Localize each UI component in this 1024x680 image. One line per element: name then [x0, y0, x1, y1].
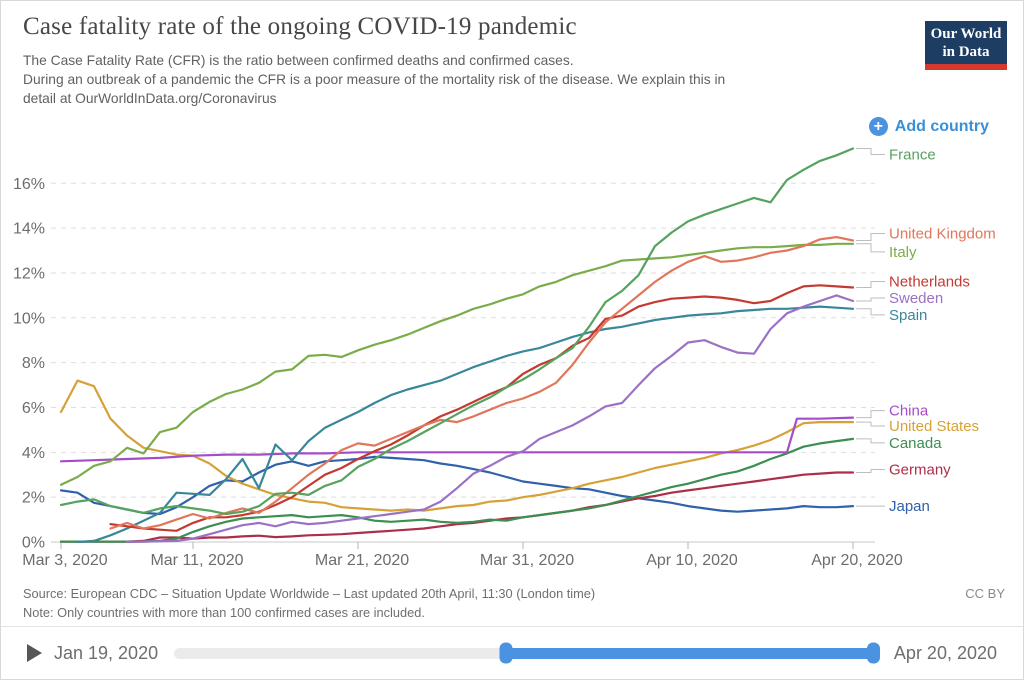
license-badge[interactable]: CC BY [965, 586, 1005, 601]
timeline-end-handle[interactable] [866, 642, 880, 664]
timeline-control: Jan 19, 2020 Apr 20, 2020 [1, 626, 1023, 679]
series-label-china[interactable]: China [889, 403, 929, 420]
label-connector [856, 438, 885, 444]
play-button[interactable] [27, 644, 42, 662]
source-note: Source: European CDC – Situation Update … [23, 584, 595, 622]
label-connector [856, 468, 885, 473]
series-label-spain[interactable]: Spain [889, 307, 927, 324]
y-axis-label: 16% [13, 176, 45, 193]
timeline-start-handle[interactable] [499, 642, 513, 664]
timeline-track[interactable] [174, 642, 880, 664]
add-country-button[interactable]: + Add country [868, 117, 989, 136]
y-axis-label: 10% [13, 310, 45, 327]
series-label-france[interactable]: France [889, 147, 936, 164]
x-axis-label: Apr 20, 2020 [811, 552, 903, 569]
series-label-sweden[interactable]: Sweden [889, 290, 943, 307]
coronavirus-link[interactable]: OurWorldInData.org/Coronavirus [75, 91, 277, 106]
y-axis-label: 0% [22, 535, 45, 552]
series-line-netherlands[interactable] [109, 284, 855, 532]
series-label-netherlands[interactable]: Netherlands [889, 274, 970, 291]
x-axis-label: Apr 10, 2020 [646, 552, 738, 569]
chart-subtitle: The Case Fatality Rate (CFR) is the rati… [23, 51, 725, 108]
x-axis-label: Mar 3, 2020 [22, 552, 107, 569]
x-axis-label: Mar 21, 2020 [315, 552, 409, 569]
subtitle-line-1: The Case Fatality Rate (CFR) is the rati… [23, 53, 574, 68]
label-connector [856, 308, 885, 316]
plus-icon: + [868, 117, 888, 136]
series-label-germany[interactable]: Germany [889, 461, 951, 478]
y-axis-label: 4% [22, 445, 45, 462]
series-line-united-states[interactable] [59, 379, 855, 512]
page-title: Case fatality rate of the ongoing COVID-… [23, 13, 577, 40]
series-label-united-states[interactable]: United States [889, 418, 979, 435]
y-axis-label: 2% [22, 490, 45, 507]
source-line: Source: European CDC – Situation Update … [23, 586, 596, 601]
label-connector [856, 421, 885, 427]
series-line-canada[interactable] [59, 437, 855, 543]
label-connector [856, 243, 885, 253]
series-label-italy[interactable]: Italy [889, 244, 917, 261]
y-axis-label: 12% [13, 265, 45, 282]
series-line-sweden[interactable] [125, 294, 855, 544]
subtitle-line-2: During an outbreak of a pandemic the CFR… [23, 72, 726, 87]
y-axis-label: 14% [13, 221, 45, 238]
timeline-start-date: Jan 19, 2020 [54, 642, 159, 663]
label-connector [856, 232, 885, 241]
label-connector [856, 281, 885, 288]
owid-logo-text: Our World in Data [925, 21, 1007, 64]
label-connector [856, 410, 885, 419]
x-axis-label: Mar 31, 2020 [480, 552, 574, 569]
x-axis-label: Mar 11, 2020 [150, 552, 243, 569]
y-axis-label: 6% [22, 400, 45, 417]
series-line-france[interactable] [59, 147, 855, 516]
timeline-end-date: Apr 20, 2020 [893, 642, 997, 663]
series-line-china[interactable] [59, 416, 855, 463]
owid-logo[interactable]: Our World in Data [925, 21, 1007, 70]
series-line-italy[interactable] [59, 242, 855, 486]
series-line-spain[interactable] [76, 305, 855, 544]
add-country-label: Add country [894, 117, 989, 135]
note-line: Note: Only countries with more than 100 … [23, 605, 425, 620]
y-axis-label: 8% [22, 355, 45, 372]
series-label-canada[interactable]: Canada [889, 435, 942, 452]
label-connector [856, 148, 885, 156]
series-line-united-kingdom[interactable] [109, 236, 855, 530]
series-label-united-kingdom[interactable]: United Kingdom [889, 225, 996, 242]
subtitle-line-3: detail at OurWorldInData.org/Coronavirus [23, 91, 277, 106]
cfr-line-chart: 0% 2% 4% 6% 8% 10% 12% 14% 16% Mar 3, 2020 Mar 11,… [13, 147, 996, 569]
label-connector [856, 297, 885, 302]
timeline-selected-range[interactable] [506, 647, 877, 659]
owid-logo-red-bar [925, 64, 1007, 70]
series-line-japan[interactable] [59, 455, 855, 516]
series-label-japan[interactable]: Japan [889, 498, 930, 515]
